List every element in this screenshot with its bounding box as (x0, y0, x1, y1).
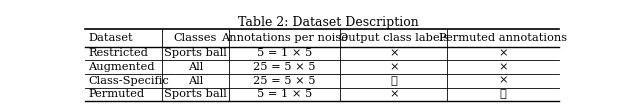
Text: 25 = 5 × 5: 25 = 5 × 5 (253, 62, 316, 72)
Text: Class-Specific: Class-Specific (88, 76, 169, 86)
Text: Classes: Classes (173, 33, 217, 43)
Text: Annotations per noise: Annotations per noise (221, 33, 348, 43)
Text: Restricted: Restricted (88, 49, 148, 58)
Text: ×: × (389, 49, 399, 58)
Text: ×: × (498, 76, 508, 86)
Text: Augmented: Augmented (88, 62, 155, 72)
Text: Sports ball: Sports ball (164, 49, 227, 58)
Text: All: All (188, 76, 203, 86)
Text: ×: × (498, 62, 508, 72)
Text: Sports ball: Sports ball (164, 89, 227, 99)
Text: Dataset: Dataset (88, 33, 133, 43)
Text: ×: × (498, 49, 508, 58)
Text: ✓: ✓ (499, 89, 506, 99)
Text: Output class labels: Output class labels (339, 33, 449, 43)
Text: 25 = 5 × 5: 25 = 5 × 5 (253, 76, 316, 86)
Text: ✓: ✓ (390, 76, 397, 86)
Text: Permuted: Permuted (88, 89, 145, 99)
Text: 5 = 1 × 5: 5 = 1 × 5 (257, 89, 312, 99)
Text: ×: × (389, 89, 399, 99)
Text: 5 = 1 × 5: 5 = 1 × 5 (257, 49, 312, 58)
Text: Permuted annotations: Permuted annotations (439, 33, 567, 43)
Text: ×: × (389, 62, 399, 72)
Text: Table 2: Dataset Description: Table 2: Dataset Description (237, 16, 419, 29)
Text: All: All (188, 62, 203, 72)
